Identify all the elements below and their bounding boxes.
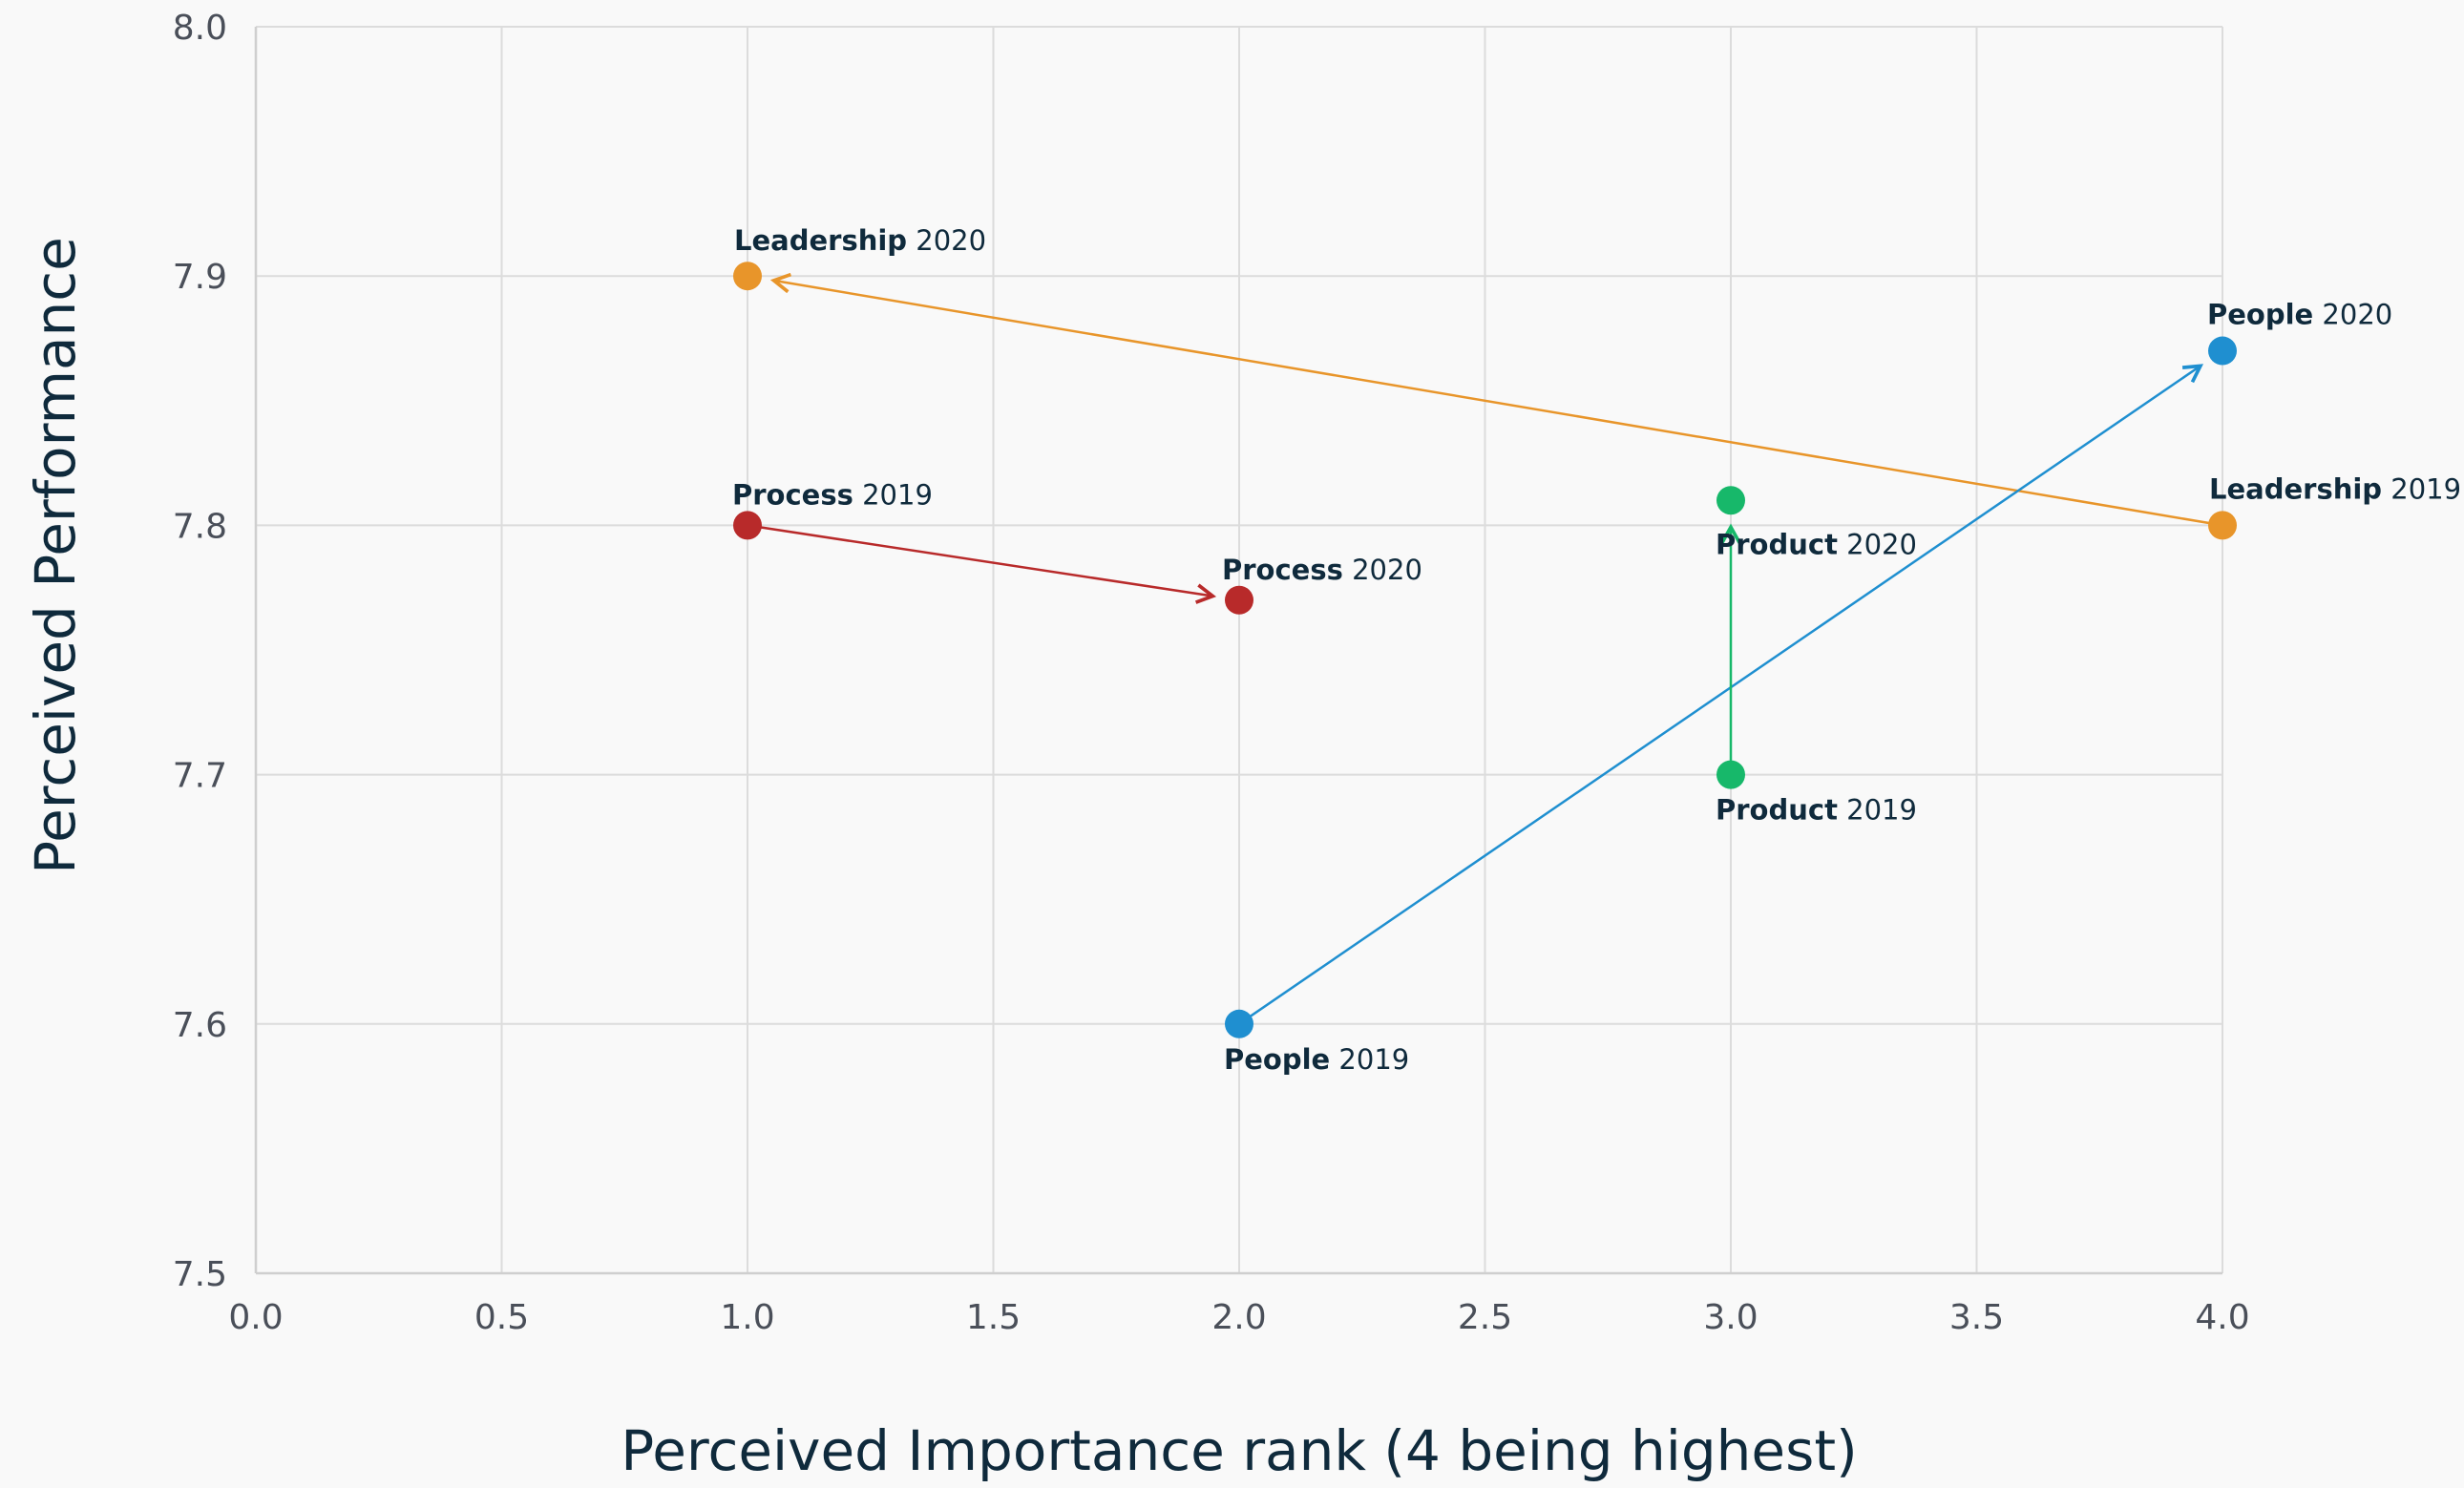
- people-arrow: [1238, 366, 2201, 1025]
- grid: [255, 26, 2223, 1274]
- process-name: Process: [1222, 554, 1343, 586]
- people-2019-point: [1225, 1009, 1253, 1038]
- y-axis-label: Perceived Performance: [23, 237, 88, 874]
- process-name: Process: [732, 478, 853, 511]
- points: [733, 262, 2237, 1038]
- y-tick-label: 7.9: [173, 258, 227, 297]
- leadership-arrow: [774, 281, 2223, 527]
- x-tick-label: 4.0: [2195, 1298, 2249, 1337]
- x-tick-label: 2.0: [1211, 1298, 1266, 1337]
- product-year: 2020: [1838, 528, 1917, 560]
- people-year: 2019: [1330, 1043, 1409, 1076]
- axes: [254, 27, 2222, 1275]
- x-tick-label: 3.0: [1703, 1298, 1758, 1337]
- people-2019-label: People 2019: [1224, 1043, 1409, 1076]
- y-tick-label: 7.5: [173, 1255, 227, 1294]
- arrows: [747, 281, 2223, 1025]
- leadership-name: Leadership: [2209, 472, 2382, 505]
- people-name: People: [1224, 1043, 1330, 1076]
- leadership-2020-label: Leadership 2020: [734, 224, 986, 257]
- y-tick-label: 8.0: [173, 9, 227, 48]
- x-tick-label: 2.5: [1458, 1298, 1512, 1337]
- people-year: 2020: [2313, 299, 2392, 331]
- x-tick-label: 3.5: [1949, 1298, 2004, 1337]
- process-2020-label: Process 2020: [1222, 554, 1422, 586]
- product-name: Product: [1716, 794, 1838, 827]
- x-tick-label: 0.5: [474, 1298, 529, 1337]
- people-2020-label: People 2020: [2207, 299, 2392, 331]
- process-year: 2019: [853, 478, 933, 511]
- people-name: People: [2207, 299, 2313, 331]
- x-tick-label: 1.0: [720, 1298, 774, 1337]
- x-axis-label: Perceived Importance rank (4 being highe…: [621, 1418, 1857, 1483]
- x-tick-label: 1.5: [966, 1298, 1021, 1337]
- product-2020-label: Product 2020: [1716, 528, 1917, 560]
- y-tick-label: 7.7: [173, 757, 227, 796]
- people-2020-point: [2208, 336, 2237, 366]
- y-tick-label: 7.6: [173, 1006, 227, 1045]
- product-year: 2019: [1838, 794, 1917, 827]
- process-arrow: [747, 524, 1212, 596]
- x-tick-label: 0.0: [228, 1298, 283, 1337]
- leadership-2020-point: [733, 262, 762, 291]
- process-2019-label: Process 2019: [732, 478, 933, 511]
- product-name: Product: [1716, 528, 1838, 560]
- process-year: 2020: [1343, 554, 1422, 586]
- process-2019-point: [733, 511, 762, 540]
- leadership-2019-point: [2208, 511, 2237, 540]
- leadership-year: 2019: [2382, 472, 2461, 505]
- product-2019-label: Product 2019: [1716, 794, 1917, 827]
- y-tick-labels: 7.5 7.6 7.7 7.8 7.9 8.0: [173, 9, 227, 1294]
- product-2020-point: [1716, 486, 1745, 515]
- x-tick-labels: 0.0 0.5 1.0 1.5 2.0 2.5 3.0 3.5 4.0: [228, 1298, 2249, 1337]
- product-2019-point: [1716, 760, 1745, 789]
- process-2020-point: [1225, 585, 1253, 615]
- leadership-name: Leadership: [734, 224, 907, 257]
- y-tick-label: 7.8: [173, 507, 227, 546]
- leadership-2019-label: Leadership 2019: [2209, 472, 2461, 505]
- leadership-year: 2020: [907, 224, 986, 257]
